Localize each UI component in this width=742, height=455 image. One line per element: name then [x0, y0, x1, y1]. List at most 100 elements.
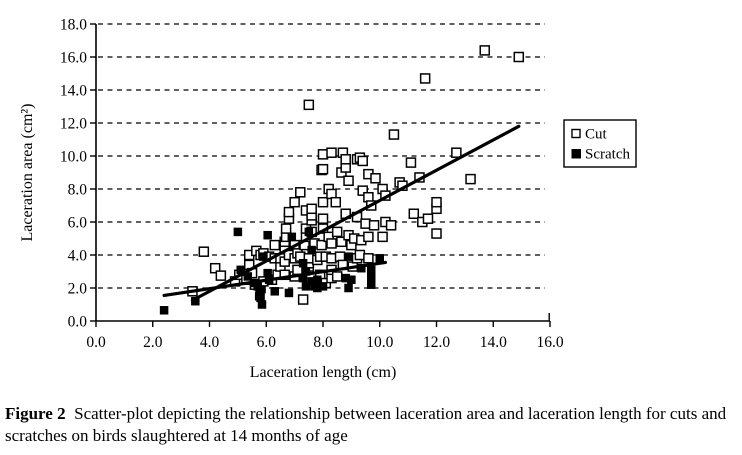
y-tick-label: 18.0: [60, 17, 87, 34]
cut-point: [198, 246, 210, 257]
x-tick-label: 2.0: [143, 334, 163, 351]
cut-point: [419, 73, 431, 84]
cut-point: [209, 262, 221, 274]
cut-point: [405, 157, 417, 168]
scratch-trendline: [162, 260, 388, 298]
x-tick-label: 14.0: [480, 334, 507, 351]
cut-point: [360, 218, 371, 229]
figure-caption-text: Scatter-plot depicting the relationship …: [5, 404, 727, 446]
x-tick-label: 12.0: [423, 334, 450, 351]
cut-point: [330, 196, 342, 208]
cut-point: [326, 238, 337, 249]
scratch-point: [366, 265, 376, 275]
cut-point: [451, 147, 462, 158]
x-tick-label: 8.0: [313, 334, 333, 351]
scratch-point: [298, 259, 308, 268]
x-tick-label: 4.0: [200, 334, 220, 351]
figure-label: Figure 2: [5, 404, 66, 423]
scratch-point: [233, 227, 243, 237]
scratch-point: [375, 254, 384, 263]
x-tick-label: 0.0: [86, 334, 106, 351]
scratch-point: [366, 272, 376, 281]
cut-point: [513, 51, 525, 63]
scratch-point: [298, 273, 308, 283]
scratch-point: [159, 306, 169, 315]
scratch-point: [301, 267, 311, 276]
scratch-point: [301, 282, 311, 291]
y-tick-label: 12.0: [60, 116, 87, 133]
cut-point: [306, 203, 317, 215]
cut-point: [377, 231, 388, 243]
cut-point: [422, 213, 434, 224]
scratch-point: [357, 263, 366, 273]
x-axis-title: Laceration length (cm): [250, 364, 397, 381]
scratch-point: [304, 227, 314, 237]
y-tick-label: 4.0: [68, 248, 88, 265]
scratch-point: [313, 283, 322, 293]
scratch-point: [257, 300, 267, 309]
cut-point: [283, 206, 295, 218]
cut-point: [368, 220, 380, 231]
legend-box: [563, 119, 637, 168]
scratch-point: [236, 265, 245, 275]
scratch-point: [259, 252, 268, 261]
cut-point: [317, 213, 329, 224]
cut-point: [431, 196, 442, 208]
scratch-point: [313, 275, 322, 284]
scratch-point: [307, 245, 316, 255]
y-tick-label: 16.0: [60, 50, 87, 67]
cut-point: [354, 249, 366, 261]
cut-point: [326, 253, 337, 264]
cut-point: [317, 149, 329, 160]
cut-point: [303, 99, 315, 111]
cut-point: [465, 173, 476, 185]
x-tick-label: 10.0: [366, 334, 393, 351]
scratch-point: [243, 272, 253, 281]
cut-point: [385, 220, 397, 231]
legend-marker-cut: [571, 128, 581, 139]
cut-point: [363, 253, 374, 264]
cut-point: [340, 154, 351, 165]
scatter-plot-svg: 0.0 2.0 4.0 6.0 8.0 10.0 12.0 14.0 16.0 18.0 0.0 2.…: [19, 17, 637, 381]
cut-point: [269, 239, 281, 251]
legend-label-scratch: Scratch: [585, 147, 630, 163]
cut-point: [479, 45, 490, 56]
scratch-point: [344, 283, 353, 293]
cut-point: [357, 155, 368, 167]
scratch-point: [263, 268, 272, 278]
scratch-point: [344, 252, 353, 261]
cut-point: [317, 196, 329, 208]
scratch-point: [366, 280, 376, 289]
scratch-point: [263, 230, 272, 240]
legend-marker-scratch: [571, 149, 581, 159]
y-tick-label: 2.0: [68, 281, 88, 298]
cut-point: [331, 271, 343, 282]
scratch-point: [256, 285, 265, 294]
scratch-point: [347, 275, 356, 284]
scratch-point: [256, 293, 265, 303]
legend-label-cut: Cut: [585, 127, 608, 143]
cut-point: [388, 129, 400, 140]
scratch-point: [284, 288, 294, 298]
scratch-point: [191, 296, 200, 306]
cut-point: [331, 226, 343, 238]
y-tick-label: 6.0: [68, 215, 88, 232]
figure-caption: Figure 2 Scatter-plot depicting the rela…: [5, 403, 738, 448]
cut-point: [431, 228, 442, 239]
y-tick-label: 10.0: [60, 149, 87, 166]
scratch-point: [341, 273, 350, 283]
cut-point: [317, 163, 329, 175]
scratch-point: [270, 287, 280, 296]
scatter-chart: 0.0 2.0 4.0 6.0 8.0 10.0 12.0 14.0 16.0 18.0 0.0 2.…: [19, 17, 637, 381]
cut-point: [408, 208, 420, 219]
cut-point: [326, 147, 337, 158]
cut-point: [215, 270, 227, 281]
cut-point: [279, 269, 290, 281]
cut-trendline: [190, 124, 521, 302]
y-tick-label: 8.0: [68, 182, 88, 199]
y-tick-label: 0.0: [68, 314, 88, 331]
cut-point: [280, 223, 292, 234]
scratch-point: [287, 232, 297, 242]
cut-point: [363, 231, 374, 243]
